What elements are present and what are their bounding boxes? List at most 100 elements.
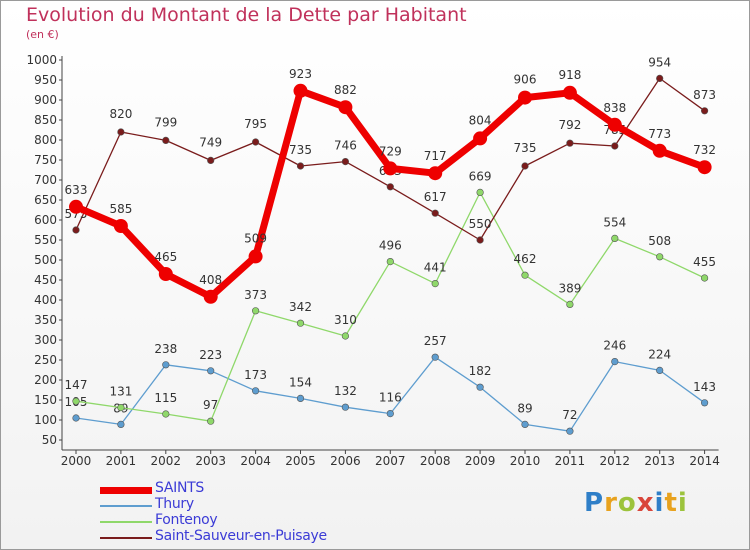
y-tick-label: 850 <box>34 113 57 127</box>
y-tick-label: 350 <box>34 313 57 327</box>
data-point <box>252 387 260 395</box>
y-tick-label: 650 <box>34 193 57 207</box>
data-point <box>700 399 709 407</box>
data-point <box>69 199 83 214</box>
data-label: 882 <box>334 83 357 97</box>
data-point <box>386 183 394 191</box>
y-tick-label: 500 <box>34 253 57 267</box>
data-label: 132 <box>334 384 357 398</box>
data-label: 257 <box>424 334 447 348</box>
data-point <box>207 156 215 164</box>
legend-swatch <box>100 505 152 507</box>
data-point <box>518 90 532 105</box>
data-label: 441 <box>424 261 447 275</box>
data-point <box>117 404 125 412</box>
data-point <box>473 131 488 146</box>
data-label: 462 <box>514 252 537 266</box>
data-point <box>162 361 170 369</box>
data-label: 795 <box>244 117 267 131</box>
y-tick-label: 900 <box>34 93 57 107</box>
y-tick-label: 1000 <box>26 53 57 67</box>
y-tick-label: 450 <box>34 273 57 287</box>
data-point <box>656 74 664 82</box>
data-point <box>252 307 260 315</box>
data-label: 873 <box>693 88 716 102</box>
data-label: 820 <box>109 107 132 121</box>
data-point <box>566 139 574 147</box>
data-point <box>566 427 574 435</box>
data-label: 89 <box>517 401 532 415</box>
data-label: 838 <box>603 101 626 115</box>
data-point <box>252 138 260 146</box>
data-label: 633 <box>65 183 88 197</box>
data-label: 918 <box>558 68 581 82</box>
x-tick-label: 2013 <box>644 454 675 468</box>
data-label: 732 <box>693 143 716 157</box>
data-label: 585 <box>109 202 132 216</box>
data-point <box>386 410 394 418</box>
data-point <box>431 353 439 361</box>
data-label: 223 <box>199 348 222 362</box>
y-tick-label: 600 <box>34 213 57 227</box>
data-point <box>431 209 439 217</box>
x-tick-label: 2007 <box>375 454 406 468</box>
y-tick-label: 800 <box>34 133 57 147</box>
x-tick-label: 2010 <box>510 454 541 468</box>
data-label: 496 <box>379 239 402 253</box>
y-tick-label: 750 <box>34 153 57 167</box>
y-tick-label: 400 <box>34 293 57 307</box>
data-label: 72 <box>562 408 577 422</box>
data-label: 342 <box>289 300 312 314</box>
data-point <box>697 160 712 175</box>
data-point <box>341 403 350 411</box>
data-point <box>207 417 215 425</box>
y-tick-label: 50 <box>42 433 57 447</box>
data-point <box>656 253 664 261</box>
data-point <box>72 226 80 234</box>
legend-label: SAINTS <box>155 480 204 496</box>
x-tick-label: 2001 <box>106 454 137 468</box>
x-tick-label: 2006 <box>330 454 361 468</box>
data-point <box>338 100 353 115</box>
data-point <box>296 162 305 170</box>
data-point <box>611 358 619 366</box>
data-point <box>117 420 125 429</box>
x-tick-label: 2011 <box>555 454 586 468</box>
data-label: 792 <box>558 118 581 132</box>
legend-swatch <box>100 487 152 494</box>
data-point <box>296 319 305 327</box>
y-tick-label: 300 <box>34 333 57 347</box>
data-point <box>386 258 394 266</box>
data-label: 554 <box>603 215 626 229</box>
x-tick-label: 2004 <box>240 454 271 468</box>
data-label: 373 <box>244 288 267 302</box>
data-point <box>476 383 484 391</box>
data-label: 923 <box>289 67 312 81</box>
data-label: 143 <box>693 380 716 394</box>
data-point <box>341 158 350 166</box>
data-point <box>341 332 350 340</box>
data-label: 746 <box>334 139 357 153</box>
data-label: 617 <box>424 190 447 204</box>
data-label: 310 <box>334 313 357 327</box>
data-point <box>476 236 484 244</box>
data-point <box>607 117 622 132</box>
data-point <box>476 188 484 196</box>
data-label: 669 <box>469 169 492 183</box>
data-point <box>428 166 443 181</box>
data-point <box>700 107 709 115</box>
data-point <box>296 394 305 403</box>
data-point <box>521 420 529 429</box>
data-label: 389 <box>558 281 581 295</box>
legend-label: Saint-Sauveur-en-Puisaye <box>155 528 327 544</box>
legend-swatch <box>100 537 152 539</box>
data-label: 147 <box>65 378 88 392</box>
y-tick-label: 100 <box>34 413 57 427</box>
data-label: 116 <box>379 391 402 405</box>
data-label: 455 <box>693 255 716 269</box>
y-tick-label: 250 <box>34 353 57 367</box>
data-point <box>293 83 308 98</box>
data-label: 173 <box>244 368 267 382</box>
